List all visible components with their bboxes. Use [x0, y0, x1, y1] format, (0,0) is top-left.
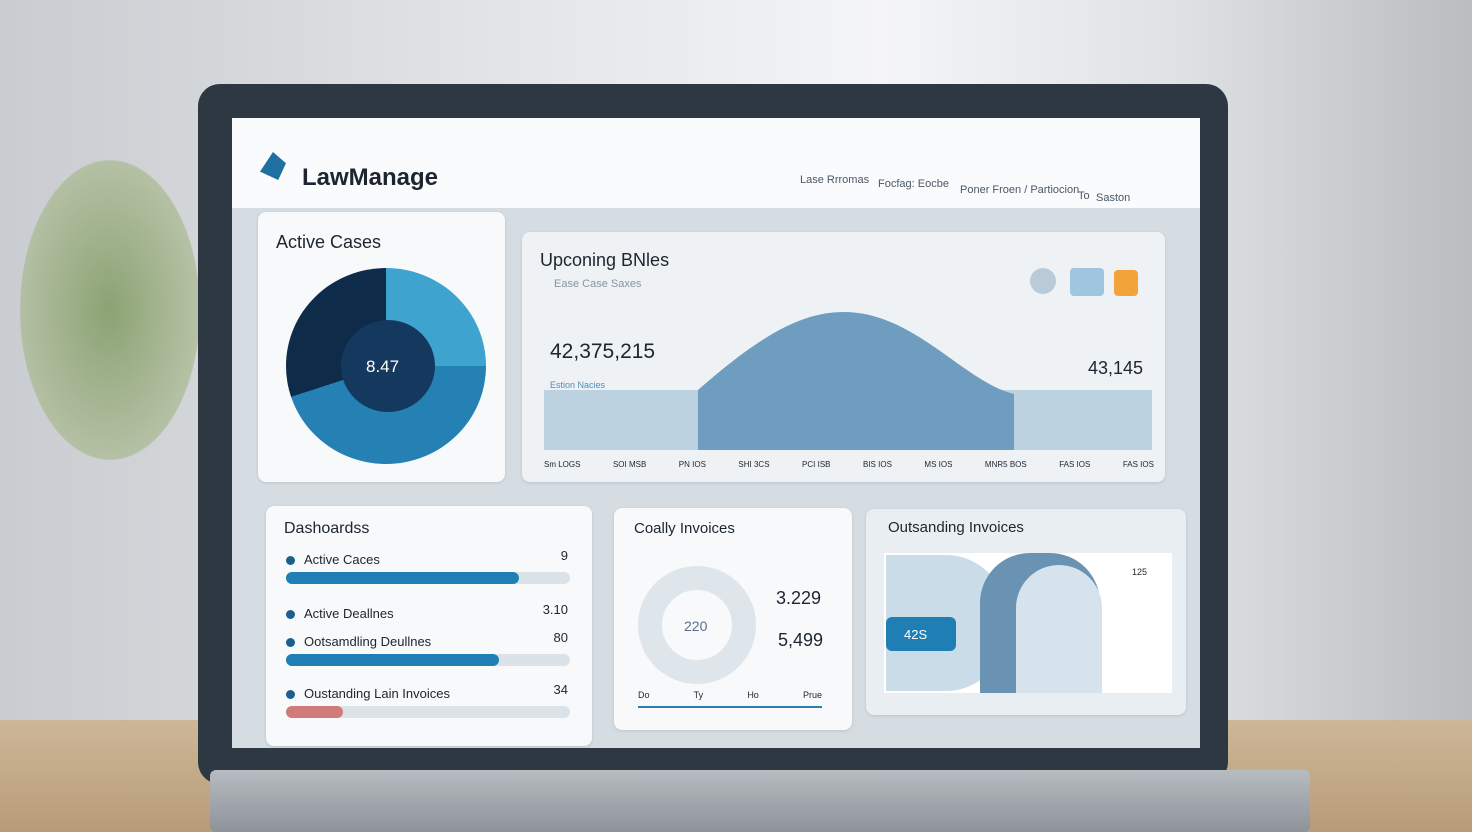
header-bar: [232, 118, 1200, 208]
x-axis: Sm LOGS SOI MSB PN IOS SHI 3CS PCI ISB BIS IO…: [544, 460, 1154, 474]
progress-track: [286, 654, 570, 666]
stat-value: 5,499: [778, 630, 824, 650]
x-tick-label: Ty: [693, 690, 704, 700]
progress-track: [286, 706, 570, 718]
panel-title: Active Cases: [276, 232, 382, 252]
stat-value: 43,145: [1088, 358, 1144, 378]
x-tick-label: SHI 3CS: [738, 460, 770, 469]
panel-title: Upconing BNles: [540, 250, 670, 270]
x-tick-label: SOI MSB: [612, 460, 647, 469]
x-tick-label: FAS IOS: [1059, 460, 1091, 469]
item-label: Active Caces: [304, 552, 380, 567]
progress-fill: [286, 706, 343, 718]
item-value: 34: [553, 682, 568, 697]
item-label: Active Deallnes: [304, 606, 394, 621]
x-tick-label: Do: [638, 690, 650, 700]
x-tick-label: PCI ISB: [802, 460, 831, 469]
shape: [1016, 565, 1102, 693]
item-label: Oustanding Lain Invoices: [304, 686, 450, 701]
x-tick-label: Sm LOGS: [544, 460, 581, 469]
donut-label: 220: [684, 618, 708, 634]
pie-center-label: 8.47: [366, 357, 400, 376]
x-axis: Do Ty Ho Prue: [638, 690, 822, 700]
item-value: 9: [560, 548, 568, 563]
progress-fill: [286, 654, 499, 666]
progress-fill: [286, 572, 519, 584]
screen: LawManage Lase Rrromas Focfag: Eocbe Pon…: [232, 118, 1200, 748]
stat-value: 42,375,215: [550, 340, 656, 363]
badge-label: 42S: [904, 627, 928, 642]
coally-panel: Coally Invoices 220 3.229 5,499 Do Ty Ho Pr…: [614, 508, 852, 730]
panel-subtitle: Ease Case Saxes: [554, 278, 642, 290]
active-cases-panel: Active Cases 8.47: [258, 212, 505, 482]
logo: LawManage: [302, 164, 439, 191]
item-value: 80: [553, 630, 568, 645]
bullet: [286, 638, 295, 647]
x-tick-label: FAS IOS: [1122, 460, 1154, 469]
x-tick-label: BIS IOS: [863, 460, 892, 469]
stat-value: 3.229: [776, 588, 822, 608]
panel-title: Coally Invoices: [634, 520, 735, 537]
axis-label: 125: [1132, 567, 1148, 577]
item-label: Ootsamdling Deullnes: [304, 634, 432, 649]
x-tick-label: MNR5 BOS: [984, 460, 1027, 469]
bullet: [286, 690, 295, 699]
x-tick-label: PN IOS: [678, 460, 706, 469]
panel-title: Outsanding Invoices: [888, 519, 1024, 536]
x-tick-label: MS IOS: [924, 460, 953, 469]
icon[interactable]: [1070, 268, 1104, 296]
dashboards-panel: Dashoardss Active Caces 9 Active Deallnes 3…: [266, 506, 592, 746]
keyboard-deck: [210, 770, 1310, 832]
series-label: Estion Nacies: [550, 380, 606, 390]
outstanding-panel: Outsanding Invoices 42S 125: [866, 509, 1186, 715]
area-chart: [544, 312, 1152, 450]
plant: [20, 160, 200, 460]
item-value: 3.10: [542, 602, 568, 617]
area: [698, 312, 1014, 450]
progress-track: [286, 572, 570, 584]
nav-link[interactable]: Poner Froen / Partiocion: [960, 184, 1080, 196]
bullet: [286, 556, 295, 565]
axis-line: [638, 706, 822, 708]
nav-link[interactable]: Saston: [1096, 192, 1131, 204]
pie-center: [341, 320, 435, 412]
nav-link[interactable]: Focfag: Eocbe: [878, 178, 949, 190]
panel-title: Dashoardss: [284, 520, 370, 537]
x-tick-label: Ho: [747, 690, 759, 700]
badge: [886, 617, 956, 651]
bullet: [286, 610, 295, 619]
x-tick-label: Prue: [802, 690, 822, 700]
nav-link[interactable]: To: [1078, 190, 1090, 202]
icon[interactable]: [1114, 270, 1138, 296]
nav-link[interactable]: Lase Rrromas: [800, 174, 870, 186]
upcoming-panel: Upconing BNles Ease Case Saxes 42,375,21…: [522, 232, 1165, 482]
icon[interactable]: [1030, 268, 1056, 294]
